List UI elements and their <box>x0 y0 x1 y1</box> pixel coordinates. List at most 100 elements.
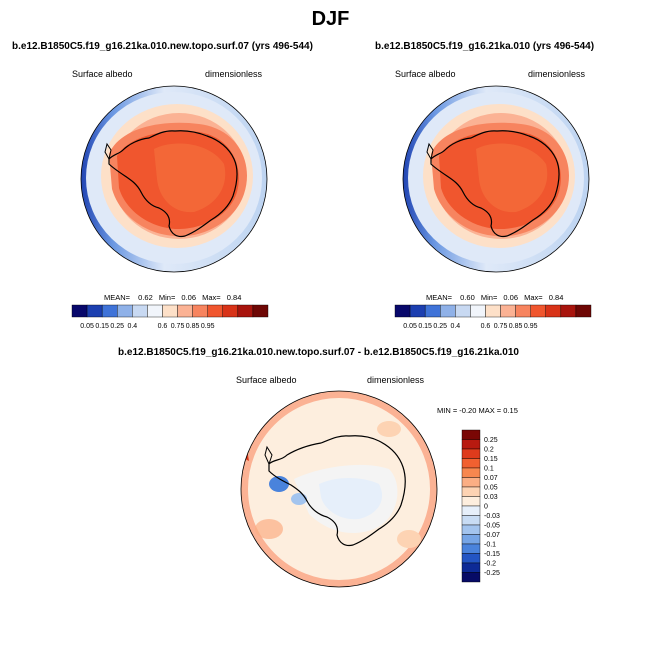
panel-1-colorbar-tick-label: 0.15 <box>95 323 109 330</box>
diff-colorbar-box <box>461 439 481 450</box>
diff-colorbar-box <box>461 448 481 459</box>
panel-2-colorbar: 0.05 0.15 0.25 0.4 0.6 0.75 0.85 0.95 <box>394 304 592 330</box>
panel-2-mean-value: 0.60 <box>460 293 475 302</box>
panel-2-max-value: 0.84 <box>548 293 564 302</box>
panel-1-max-label: Max= <box>202 293 221 302</box>
diff-colorbar-tick-label: 0.1 <box>484 466 494 473</box>
diff-panel-colorbar: 0.25 0.2 0.15 0.1 0.07 0.05 0.03 0 -0.03 -0.05 -0.… <box>461 429 500 583</box>
panel-1-min-value: 0.06 <box>181 293 197 302</box>
panel-2-stats: MEAN= 0.60 Min= 0.06 Max= 0.84 <box>426 293 563 302</box>
panel-1-title: b.e12.B1850C5.f19_g16.21ka.010.new.topo.… <box>12 41 313 52</box>
panel-1-colorbar-box <box>207 304 223 318</box>
panel-1-colorbar-box <box>71 304 88 318</box>
diff-panel-polar-map <box>240 390 438 588</box>
diff-colorbar-tick-label: 0 <box>484 504 488 511</box>
diff-colorbar-box <box>461 562 481 573</box>
diff-panel-units-label: dimensionless <box>367 375 425 385</box>
panel-1-mean-value: 0.62 <box>138 293 153 302</box>
diff-colorbar-tick-label: -0.05 <box>484 523 500 530</box>
panel-2-polar-map <box>402 85 590 273</box>
diff-colorbar-tick-label: 0.2 <box>484 447 494 454</box>
panel-2-colorbar-box <box>575 304 592 318</box>
panel-1-colorbar-box <box>147 304 163 318</box>
panel-2-colorbar-box <box>500 304 516 318</box>
panel-2-colorbar-box <box>394 304 411 318</box>
panel-2-colorbar-box <box>470 304 486 318</box>
panel-1-mean-label: MEAN= <box>104 293 131 302</box>
panel-1-colorbar-box <box>117 304 133 318</box>
panel-2-max-label: Max= <box>524 293 543 302</box>
diff-colorbar-tick-label: -0.07 <box>484 532 500 539</box>
panel-2-colorbar-tick-label: 0.6 <box>481 323 491 330</box>
panel-1-variable-label: Surface albedo <box>72 69 133 79</box>
diff-colorbar-tick-label: -0.25 <box>484 570 500 577</box>
diff-colorbar-tick-label: 0.07 <box>484 475 498 482</box>
panel-2-variable-label: Surface albedo <box>395 69 456 79</box>
diff-colorbar-tick-label: 0.03 <box>484 494 498 501</box>
panel-2-colorbar-box <box>409 304 426 318</box>
diff-colorbar-box <box>461 486 481 497</box>
panel-2-colorbar-box <box>440 304 456 318</box>
panel-1-colorbar-tick-label: 0.75 <box>171 323 185 330</box>
diff-colorbar-tick-label: 0.25 <box>484 437 498 444</box>
panel-2-title: b.e12.B1850C5.f19_g16.21ka.010 (yrs 496-… <box>375 41 595 52</box>
panel-1-colorbar-box <box>162 304 178 318</box>
panel-2-mean-label: MEAN= <box>426 293 453 302</box>
panel-2-colorbar-box <box>530 304 546 318</box>
panel-1-max-value: 0.84 <box>226 293 242 302</box>
panel-2-colorbar-box <box>560 304 577 318</box>
diff-colorbar-tick-label: -0.1 <box>484 542 496 549</box>
panel-2-min-label: Min= <box>480 293 498 302</box>
diff-colorbar-box <box>461 477 481 488</box>
panel-1-polar-map <box>80 85 268 273</box>
diff-panel-minmax: MIN = -0.20 MAX = 0.15 <box>437 406 518 415</box>
diff-colorbar-box <box>461 467 481 478</box>
panel-1-units-label: dimensionless <box>205 69 263 79</box>
diff-colorbar-box <box>461 524 481 535</box>
panel-1-colorbar-box <box>192 304 208 318</box>
panel-1-colorbar-box <box>222 304 239 318</box>
figure-title: DJF <box>311 8 350 30</box>
diff-colorbar-box <box>461 496 481 507</box>
panel-1-colorbar-box <box>237 304 254 318</box>
panel-2-colorbar-tick-label: 0.25 <box>433 323 447 330</box>
diff-colorbar-box <box>461 458 481 469</box>
diff-colorbar-tick-label: -0.15 <box>484 551 500 558</box>
panel-2-colorbar-tick-label: 0.05 <box>403 323 417 330</box>
panel-2-colorbar-tick-label: 0.4 <box>450 323 460 330</box>
panel-1-colorbar-tick-label: 0.4 <box>127 323 137 330</box>
diff-colorbar-box <box>461 505 481 516</box>
panel-2-colorbar-box <box>424 304 441 318</box>
diff-panel-title: b.e12.B1850C5.f19_g16.21ka.010.new.topo.… <box>118 347 519 358</box>
diff-colorbar-box <box>461 572 481 583</box>
diff-colorbar-box <box>461 553 481 564</box>
diff-colorbar-box <box>461 543 481 554</box>
panel-1-colorbar-tick-label: 0.85 <box>186 323 200 330</box>
panel-1-colorbar-tick-label: 0.05 <box>80 323 94 330</box>
panel-1-colorbar-tick-label: 0.25 <box>110 323 124 330</box>
panel-1-stats: MEAN= 0.62 Min= 0.06 Max= 0.84 <box>104 293 241 302</box>
diff-colorbar-tick-label: -0.03 <box>484 513 500 520</box>
panel-1-colorbar-box <box>252 304 269 318</box>
panel-2-min-value: 0.06 <box>503 293 519 302</box>
panel-2-colorbar-box <box>545 304 562 318</box>
diff-colorbar-box <box>461 534 481 545</box>
panel-1-colorbar: 0.05 0.15 0.25 0.4 0.6 0.75 0.85 0.95 <box>71 304 269 330</box>
panel-1-colorbar-box <box>101 304 118 318</box>
panel-2-colorbar-box <box>455 304 471 318</box>
diff-panel-variable-label: Surface albedo <box>236 375 297 385</box>
diff-colorbar-box <box>461 429 481 440</box>
panel-1-colorbar-box <box>132 304 148 318</box>
panel-2-colorbar-tick-label: 0.95 <box>524 323 538 330</box>
panel-1-colorbar-tick-label: 0.6 <box>158 323 168 330</box>
panel-1-colorbar-box <box>177 304 193 318</box>
panel-2-colorbar-tick-label: 0.75 <box>494 323 508 330</box>
panel-1-min-label: Min= <box>158 293 176 302</box>
diff-colorbar-tick-label: 0.05 <box>484 485 498 492</box>
diff-colorbar-tick-label: 0.15 <box>484 456 498 463</box>
panel-1-colorbar-box <box>86 304 103 318</box>
panel-2-units-label: dimensionless <box>528 69 586 79</box>
diff-colorbar-tick-label: -0.2 <box>484 561 496 568</box>
diff-colorbar-box <box>461 515 481 526</box>
panel-2-colorbar-box <box>485 304 501 318</box>
